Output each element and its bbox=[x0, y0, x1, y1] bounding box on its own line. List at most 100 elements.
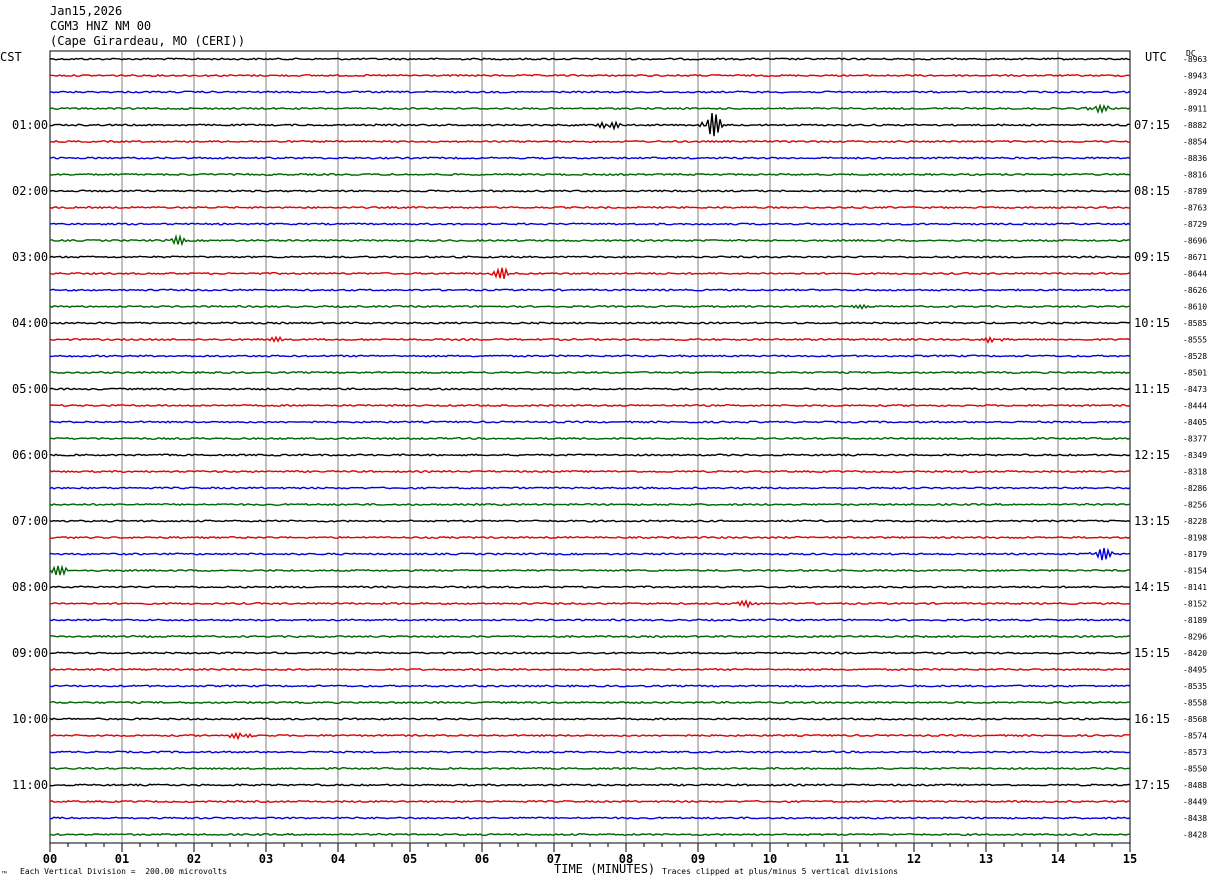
dc-value-label: -8943 bbox=[1183, 72, 1207, 81]
seismic-trace bbox=[49, 420, 1131, 424]
dc-value-label: -8488 bbox=[1183, 781, 1207, 790]
dc-value-label: -8568 bbox=[1183, 715, 1207, 724]
seismic-trace bbox=[49, 547, 1131, 561]
dc-value-label: -8644 bbox=[1183, 270, 1207, 279]
clip-note: Traces clipped at plus/minus 5 vertical … bbox=[662, 867, 899, 876]
seismic-trace bbox=[49, 387, 1131, 391]
seismic-trace bbox=[49, 585, 1131, 589]
x-tick-label: 13 bbox=[979, 852, 993, 866]
seismic-trace bbox=[49, 370, 1131, 375]
x-tick-label: 07 bbox=[547, 852, 561, 866]
x-tick-label: 05 bbox=[403, 852, 417, 866]
left-time-label: 07:00 bbox=[12, 514, 48, 528]
right-timezone-label: UTC bbox=[1145, 50, 1167, 64]
dc-value-label: -8152 bbox=[1183, 600, 1207, 609]
seismic-trace bbox=[49, 486, 1131, 490]
dc-value-label: -8444 bbox=[1183, 402, 1207, 411]
x-tick-label: 15 bbox=[1123, 852, 1137, 866]
seismic-trace bbox=[49, 684, 1131, 688]
seismic-trace bbox=[49, 700, 1130, 705]
dc-value-label: -8449 bbox=[1183, 798, 1207, 807]
seismic-trace bbox=[49, 766, 1131, 771]
dc-value-label: -8256 bbox=[1183, 501, 1207, 510]
seismic-trace bbox=[49, 189, 1131, 193]
plot-frame bbox=[49, 50, 1131, 844]
dc-value-label: -8535 bbox=[1183, 682, 1207, 691]
left-time-label: 09:00 bbox=[12, 646, 48, 660]
left-time-label: 02:00 bbox=[12, 184, 48, 198]
right-time-label: 17:15 bbox=[1134, 778, 1170, 792]
seismic-trace bbox=[49, 321, 1131, 325]
x-tick-label: 10 bbox=[763, 852, 777, 866]
seismic-trace bbox=[49, 233, 1131, 247]
dc-value-label: -8573 bbox=[1183, 748, 1207, 757]
right-time-label: 09:15 bbox=[1134, 250, 1170, 264]
dc-value-label: -8550 bbox=[1183, 765, 1207, 774]
seismic-trace bbox=[49, 90, 1131, 94]
corner-mark: ™ bbox=[2, 870, 7, 879]
x-tick-label: 12 bbox=[907, 852, 921, 866]
seismic-trace bbox=[49, 335, 1131, 345]
dc-value-label: -8911 bbox=[1183, 105, 1207, 114]
dc-value-label: -8789 bbox=[1183, 187, 1207, 196]
seismic-trace bbox=[49, 667, 1131, 672]
dc-value-label: -8438 bbox=[1183, 814, 1207, 823]
x-tick-label: 11 bbox=[835, 852, 849, 866]
right-time-label: 14:15 bbox=[1134, 580, 1170, 594]
seismic-trace bbox=[50, 222, 1131, 226]
dc-value-label: -8854 bbox=[1183, 138, 1207, 147]
x-axis-title: TIME (MINUTES) bbox=[554, 862, 656, 876]
seismic-trace bbox=[49, 255, 1131, 259]
seismic-trace bbox=[49, 453, 1131, 457]
dc-value-label: -8696 bbox=[1183, 237, 1207, 246]
dc-value-label: -8349 bbox=[1183, 451, 1207, 460]
seismic-trace bbox=[49, 599, 1131, 609]
dc-value-label: -8555 bbox=[1183, 336, 1207, 345]
seismic-trace bbox=[49, 139, 1131, 144]
left-time-label: 06:00 bbox=[12, 448, 48, 462]
x-tick-label: 00 bbox=[43, 852, 57, 866]
seismic-trace bbox=[49, 832, 1131, 837]
right-time-label: 10:15 bbox=[1134, 316, 1170, 330]
seismic-trace bbox=[49, 267, 1131, 279]
dc-value-label: -8816 bbox=[1183, 171, 1207, 180]
dc-value-label: -8924 bbox=[1183, 88, 1207, 97]
seismic-trace bbox=[49, 783, 1131, 787]
seismic-trace bbox=[49, 564, 1131, 577]
dc-value-label: -8626 bbox=[1183, 286, 1207, 295]
seismic-trace bbox=[49, 403, 1131, 408]
dc-value-label: -8228 bbox=[1183, 517, 1207, 526]
dc-value-label: -8528 bbox=[1183, 352, 1207, 361]
left-time-label: 10:00 bbox=[12, 712, 48, 726]
seismic-trace bbox=[49, 303, 1131, 311]
seismic-trace bbox=[49, 731, 1130, 741]
right-time-label: 12:15 bbox=[1134, 448, 1170, 462]
seismic-trace bbox=[49, 469, 1130, 474]
left-time-label: 03:00 bbox=[12, 250, 48, 264]
seismic-trace bbox=[49, 618, 1131, 622]
dc-value-label: -8179 bbox=[1183, 550, 1207, 559]
x-tick-label: 03 bbox=[259, 852, 273, 866]
seismic-trace bbox=[49, 436, 1131, 441]
dc-value-label: -8189 bbox=[1183, 616, 1207, 625]
dc-value-label: -8154 bbox=[1183, 567, 1207, 576]
dc-value-label: -8296 bbox=[1183, 633, 1207, 642]
dc-value-label: -8729 bbox=[1183, 220, 1207, 229]
right-time-label: 07:15 bbox=[1134, 118, 1170, 132]
seismic-trace bbox=[49, 717, 1131, 721]
seismic-trace bbox=[49, 103, 1131, 115]
seismic-trace bbox=[49, 816, 1131, 820]
dc-value-label: -8286 bbox=[1183, 484, 1207, 493]
header-date: Jan15,2026 bbox=[50, 4, 123, 18]
dc-label: DC bbox=[1186, 49, 1196, 58]
seismic-trace bbox=[49, 750, 1131, 754]
seismic-trace bbox=[49, 172, 1131, 177]
right-time-label: 13:15 bbox=[1134, 514, 1170, 528]
dc-value-label: -8377 bbox=[1183, 435, 1207, 444]
right-time-label: 11:15 bbox=[1134, 382, 1170, 396]
dc-value-label: -8495 bbox=[1183, 666, 1207, 675]
seismic-trace bbox=[49, 535, 1131, 540]
dc-value-label: -8558 bbox=[1183, 699, 1207, 708]
seismic-trace bbox=[49, 205, 1130, 210]
